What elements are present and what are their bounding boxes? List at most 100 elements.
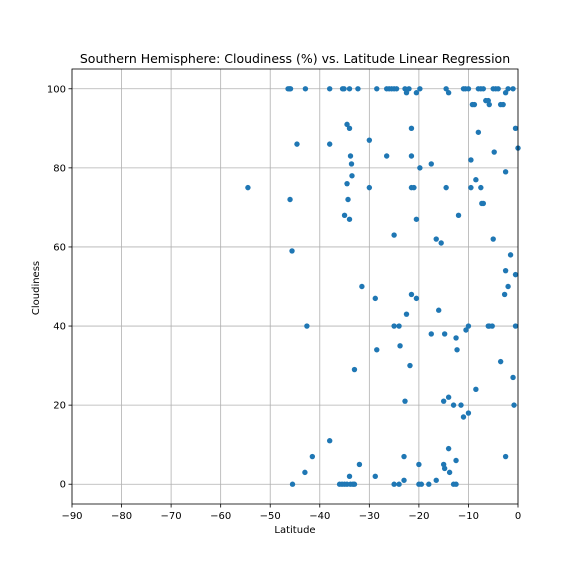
data-point [349,173,355,179]
data-point [418,481,425,487]
data-point [372,295,378,302]
data-point [401,453,407,460]
data-point [344,180,350,187]
y-tick-label: 60 [53,242,66,253]
data-point [502,169,509,175]
y-axis-label: Cloudiness [31,261,42,315]
data-point [426,481,432,487]
data-point [396,481,402,487]
data-point [417,165,423,171]
data-point [346,216,353,222]
data-point [443,184,449,191]
data-point [490,236,496,242]
data-point [408,125,415,132]
data-point [445,90,452,96]
data-point [346,473,353,480]
x-tick-label: −40 [309,511,330,522]
data-point [366,137,373,143]
data-point [383,153,390,159]
data-point [355,86,361,92]
data-point [289,481,296,487]
data-point [478,184,484,191]
y-tick-label: 0 [60,480,66,491]
data-point [446,469,453,476]
data-point [480,86,487,92]
x-tick-label: −90 [61,511,82,522]
data-point [351,366,358,373]
data-point [433,236,439,242]
data-point [408,291,415,298]
data-point [502,90,509,96]
x-tick-label: −70 [161,511,182,522]
data-point [413,295,420,302]
data-point [491,149,497,155]
data-point [413,216,420,222]
data-points [245,86,521,487]
data-point [396,323,402,329]
data-point [401,477,407,483]
data-point [510,86,516,92]
data-point [441,465,448,472]
data-point [393,86,400,92]
data-point [403,90,410,96]
data-point [309,453,316,460]
data-point [287,86,294,92]
data-point [406,86,412,92]
data-point [473,177,479,183]
data-point [346,86,353,92]
data-point [372,473,378,480]
data-point [460,414,467,420]
y-tick-label: 100 [47,84,66,95]
data-point [473,386,479,393]
data-point [436,307,442,313]
data-point [468,184,474,191]
y-tick-label: 80 [53,163,66,174]
data-point [407,362,413,369]
data-point [441,331,448,337]
x-tick-label: −10 [458,511,479,522]
data-point [348,161,355,167]
data-point [505,86,511,92]
data-point [287,196,293,203]
data-point [245,184,251,191]
x-tick-label: −30 [359,511,380,522]
y-tick-label: 40 [53,322,66,333]
data-point [411,184,417,191]
data-point [458,402,464,408]
data-point [341,86,347,92]
data-point [453,481,459,487]
data-point [374,347,380,353]
data-point [413,90,420,96]
data-point [455,212,462,219]
data-point [304,323,310,329]
data-point [289,248,295,254]
data-point [475,129,482,135]
x-tick-label: −20 [408,511,429,522]
data-point [512,323,519,329]
data-point [453,335,459,341]
data-point [344,121,350,128]
data-point [402,398,408,404]
data-point [450,402,457,408]
x-tick-label: −50 [260,511,281,522]
axis-ticks: −90 −80 −70 −60 −50 −40 −30 −20 −10 0 0 20 40 60 80 100 [47,84,521,522]
data-point [403,311,410,317]
data-point [445,445,452,452]
data-point [326,86,333,92]
data-point [505,283,511,290]
data-point [302,86,309,92]
data-point [512,271,519,278]
data-point [502,453,509,460]
data-point [351,481,358,487]
y-tick-label: 20 [53,401,66,412]
data-point [465,410,472,416]
data-point [454,347,460,353]
data-point [347,153,354,159]
data-point [453,457,459,464]
data-point [294,141,300,147]
data-point [480,200,487,207]
plot-area-frame [71,68,519,505]
data-point [391,323,397,329]
